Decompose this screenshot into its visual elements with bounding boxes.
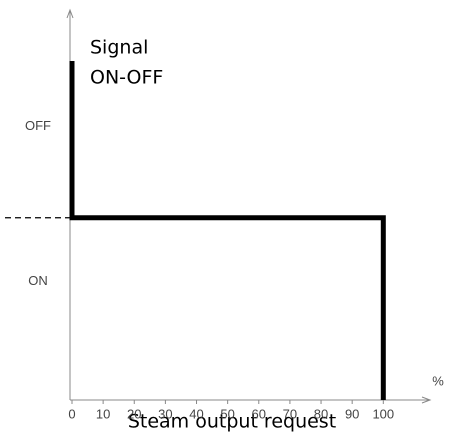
x-tick-label: 50 (220, 406, 234, 421)
x-tick-label: 30 (158, 406, 172, 421)
x-tick-label: 40 (189, 406, 203, 421)
annotation: ON-OFF (90, 67, 163, 89)
x-tick-label: 80 (314, 406, 328, 421)
x-tick-label: 10 (96, 406, 110, 421)
x-tick-label: 60 (252, 406, 266, 421)
signal-line (69, 61, 386, 400)
annotation: Signal (90, 37, 148, 59)
x-tick-label: 100 (372, 406, 394, 421)
x-axis-label: Steam output request (128, 411, 336, 433)
x-unit: % (432, 373, 444, 388)
x-axis-arrow (421, 396, 432, 404)
x-tick-label: 90 (345, 406, 359, 421)
x-tick-label: 70 (283, 406, 297, 421)
x-tick-label: 0 (68, 406, 75, 421)
y-tick-label: ON (28, 273, 48, 288)
x-tick-label: 20 (127, 406, 141, 421)
y-axis-arrow (66, 8, 74, 19)
y-tick-label: OFF (25, 118, 51, 133)
